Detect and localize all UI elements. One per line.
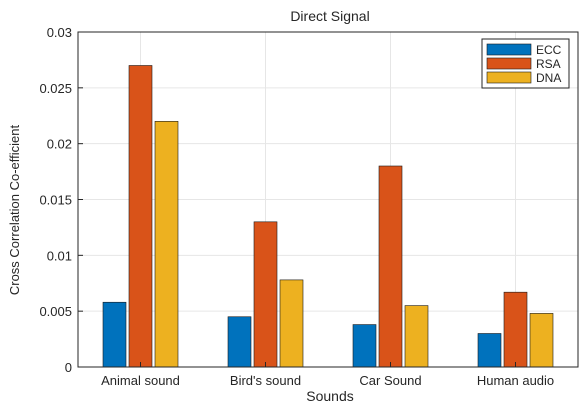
y-axis-label: Cross Correlation Co-efficient: [7, 124, 22, 295]
y-tick-label: 0.005: [39, 304, 72, 319]
chart-title: Direct Signal: [290, 8, 369, 24]
y-tick-label: 0.03: [47, 25, 72, 40]
legend-label-rsa: RSA: [536, 57, 561, 71]
legend-label-ecc: ECC: [536, 43, 562, 57]
y-axis-ticks: 0 0.005 0.01 0.015 0.02 0.025 0.03: [39, 25, 83, 375]
y-tick-label: 0.015: [39, 193, 72, 208]
legend-swatch-ecc: [486, 43, 532, 56]
y-tick-label: 0.02: [47, 137, 72, 152]
bar-dna: [279, 279, 304, 368]
x-tick-label: Animal sound: [101, 373, 180, 388]
bar-dna: [529, 313, 554, 368]
bar-ecc: [227, 316, 252, 368]
bar-ecc: [352, 324, 377, 368]
bars: [102, 65, 554, 368]
bar-rsa: [378, 165, 403, 368]
bar-dna: [154, 121, 179, 368]
bar-rsa: [503, 291, 528, 368]
bar-rsa: [253, 221, 278, 368]
bar-rsa: [128, 65, 153, 368]
x-tick-label: Car Sound: [359, 373, 421, 388]
bar-ecc: [477, 333, 502, 368]
legend-swatch-rsa: [486, 57, 532, 70]
x-tick-label: Human audio: [477, 373, 554, 388]
y-tick-label: 0: [65, 360, 72, 375]
y-tick-label: 0.025: [39, 81, 72, 96]
legend-label-dna: DNA: [536, 71, 561, 85]
x-axis-label: Sounds: [306, 388, 353, 404]
y-tick-label: 0.01: [47, 248, 72, 263]
x-tick-label: Bird's sound: [230, 373, 301, 388]
legend-swatch-dna: [486, 71, 532, 84]
bar-dna: [404, 305, 429, 368]
x-axis-ticks: Animal sound Bird's sound Car Sound Human a…: [101, 362, 554, 388]
bar-ecc: [102, 301, 127, 368]
